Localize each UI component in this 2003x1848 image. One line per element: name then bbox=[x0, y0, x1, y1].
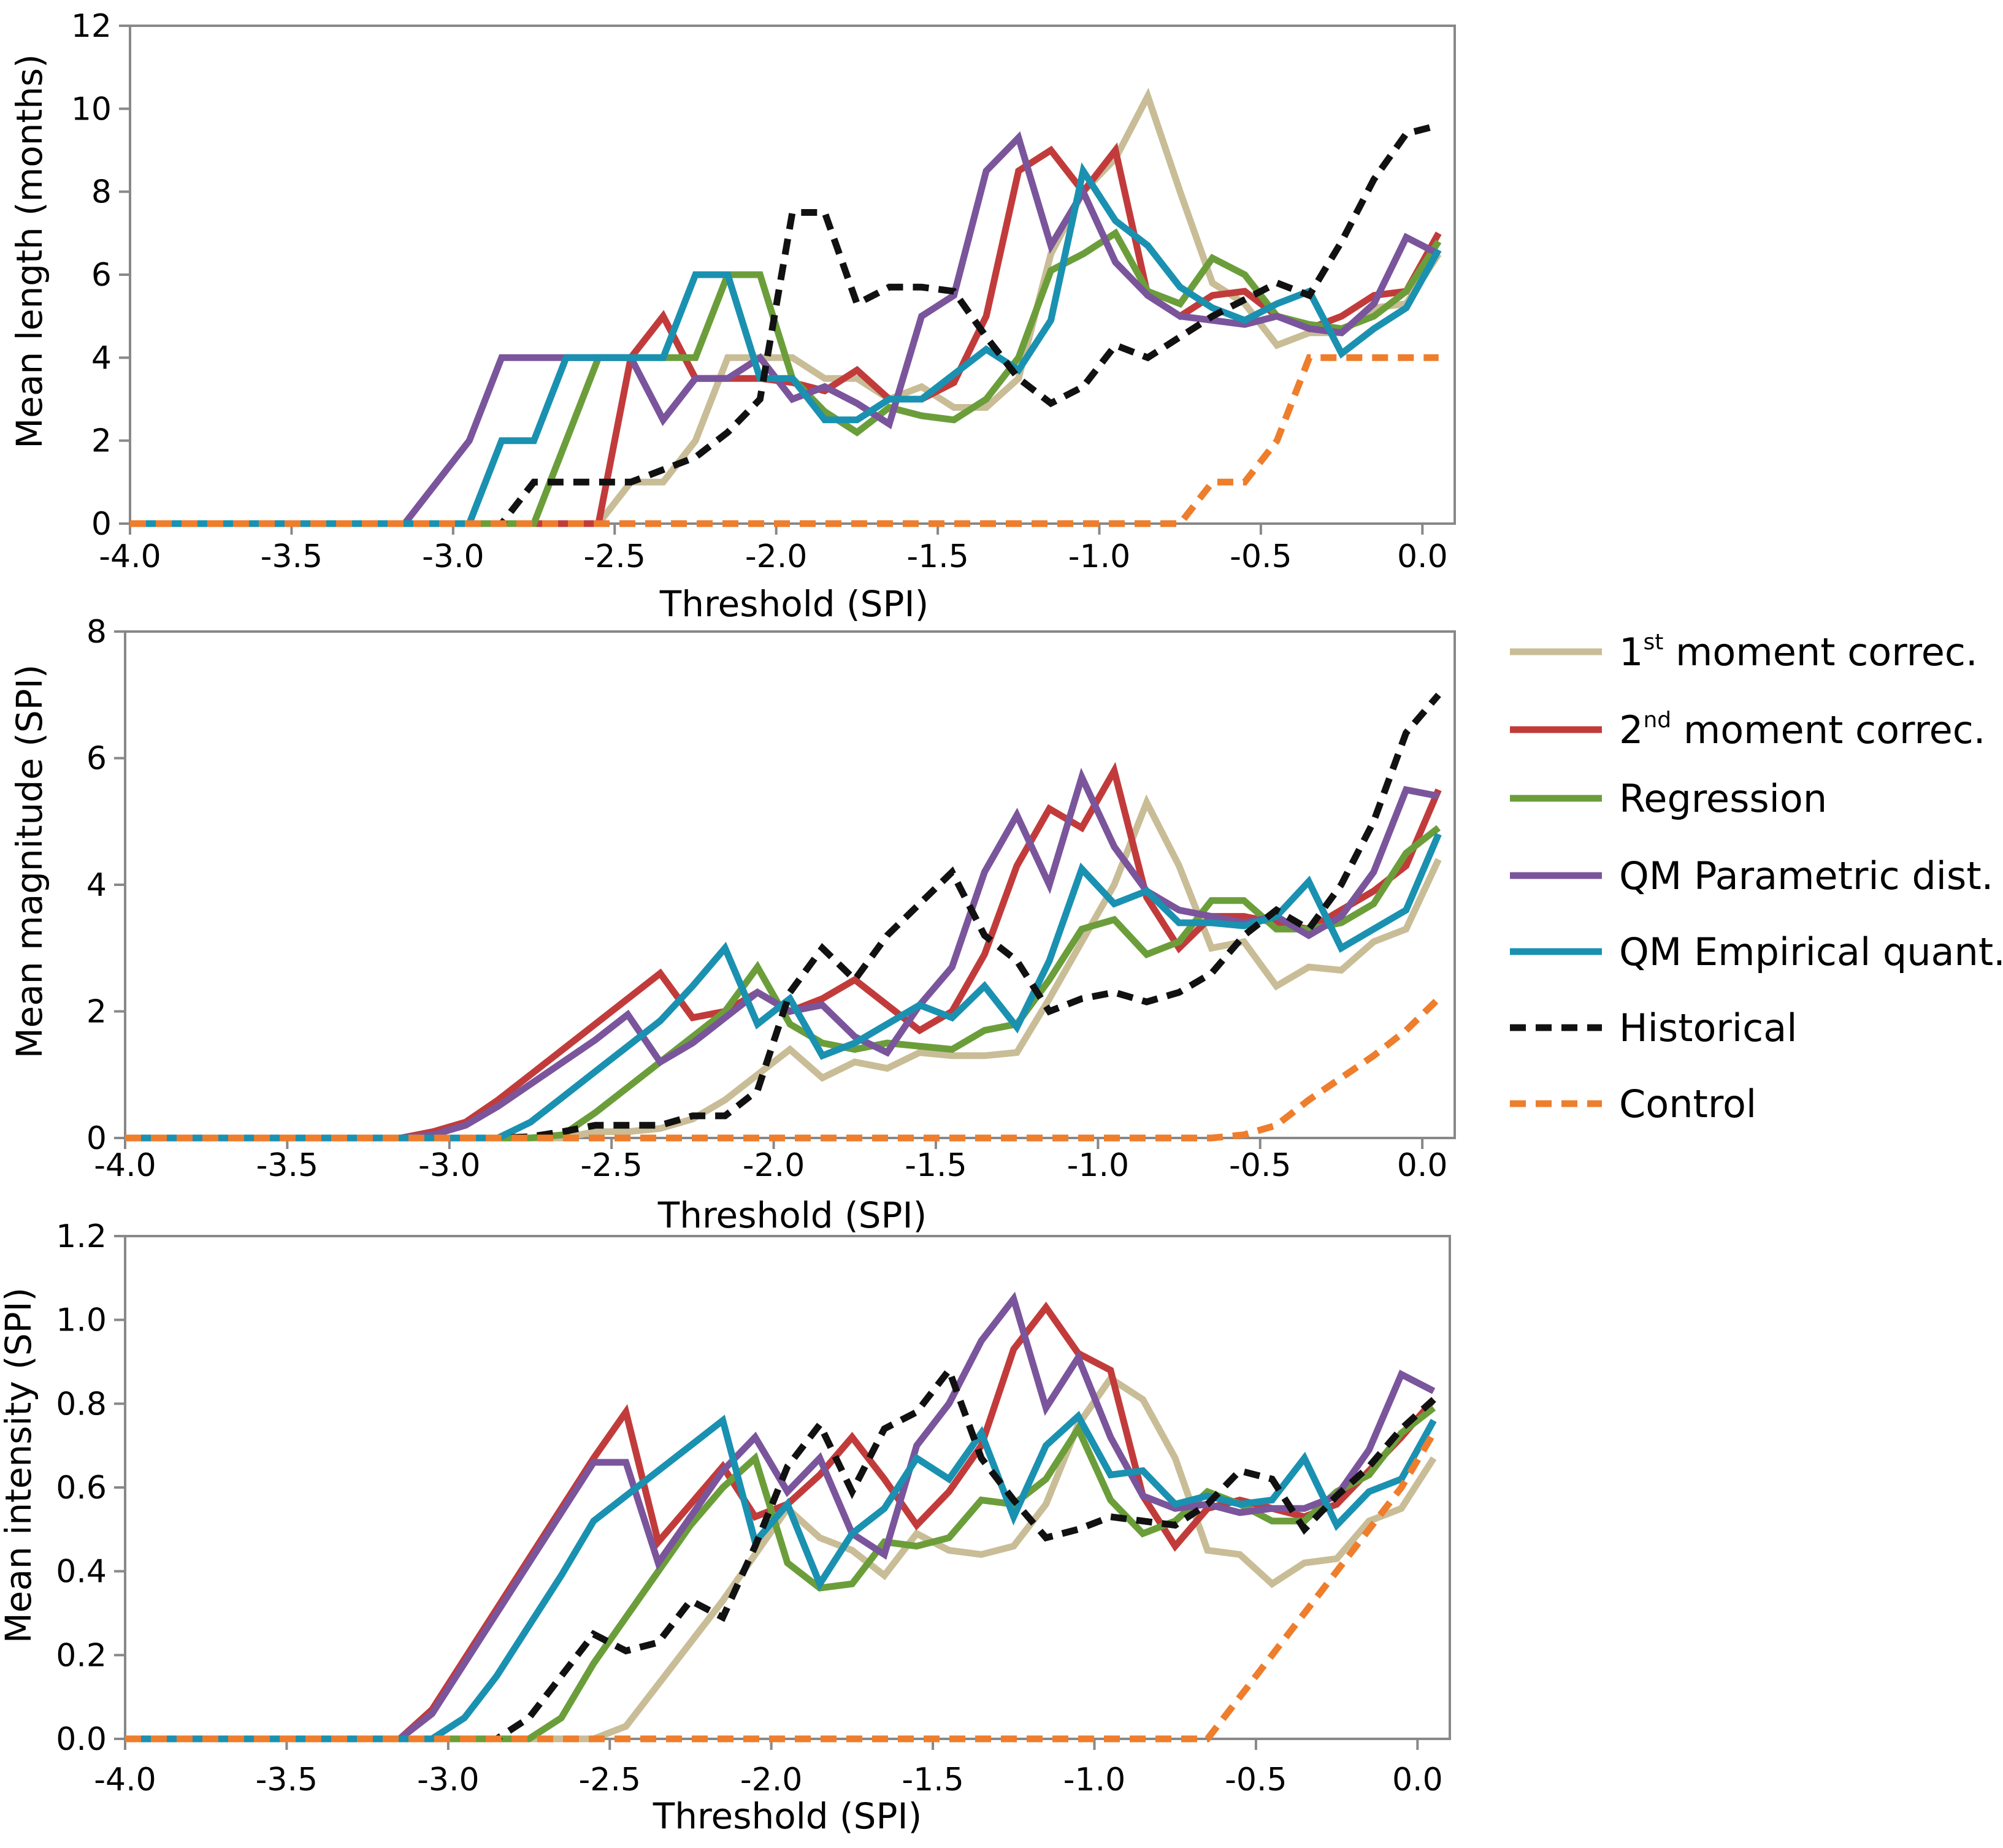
legend-label: 2nd moment correc. bbox=[1619, 708, 1986, 752]
panel-length-xlabel: Threshold (SPI) bbox=[659, 583, 929, 625]
x-tick-label: -4.0 bbox=[99, 538, 161, 575]
legend-label: QM Empirical quant. bbox=[1619, 930, 2003, 974]
y-tick-label: 10 bbox=[71, 91, 112, 128]
legend-item-first-moment: 1st moment correc. bbox=[1510, 630, 1978, 674]
y-tick-label: 0.0 bbox=[56, 1721, 107, 1758]
x-tick-label: -1.5 bbox=[906, 538, 968, 575]
series-line-qm-empirical bbox=[130, 162, 1442, 527]
y-tick-label: 0 bbox=[91, 506, 112, 543]
x-tick-label: -2.5 bbox=[579, 1762, 641, 1798]
x-tick-label: -3.5 bbox=[256, 1762, 318, 1798]
legend-item-qm-empirical: QM Empirical quant. bbox=[1510, 930, 2003, 974]
series-line-regression bbox=[125, 1405, 1436, 1743]
x-tick-label: -1.5 bbox=[902, 1762, 963, 1798]
y-tick-label: 4 bbox=[91, 340, 112, 376]
series-line-qm-parametric bbox=[130, 131, 1441, 527]
y-tick-label: 0.4 bbox=[56, 1554, 107, 1590]
y-tick-label: 1.2 bbox=[56, 1218, 107, 1255]
x-tick-label: -2.0 bbox=[745, 538, 807, 575]
legend: 1st moment correc. 2nd moment correc. Regr… bbox=[1510, 630, 2003, 1126]
mean-magnitude-panel: Mean magnitude (SPI) Threshold (SPI) -4.… bbox=[9, 614, 1456, 1236]
y-tick-label: 0.6 bbox=[56, 1470, 107, 1506]
x-tick-label: -4.0 bbox=[94, 1147, 156, 1184]
series-line-control bbox=[125, 996, 1441, 1142]
x-tick-label: -2.5 bbox=[580, 1147, 642, 1184]
panel-intensity-xlabel: Threshold (SPI) bbox=[653, 1795, 922, 1837]
y-tick-label: 1.0 bbox=[56, 1302, 107, 1339]
x-tick-label: -0.5 bbox=[1230, 538, 1292, 575]
mean-length-panel: Mean length (months) Threshold (SPI) -4.… bbox=[9, 8, 1456, 625]
legend-label: 1st moment correc. bbox=[1619, 630, 1978, 674]
x-tick-label: -0.5 bbox=[1225, 1762, 1287, 1798]
x-tick-label: 0.0 bbox=[1392, 1762, 1443, 1798]
y-tick-label: 2 bbox=[86, 994, 107, 1031]
x-tick-label: -1.0 bbox=[1068, 538, 1130, 575]
x-tick-label: 0.0 bbox=[1397, 538, 1448, 575]
y-tick-label: 12 bbox=[71, 8, 112, 45]
y-tick-label: 6 bbox=[86, 741, 107, 777]
panel-intensity-ylabel: Mean intensity (SPI) bbox=[0, 1288, 39, 1644]
legend-item-control: Control bbox=[1510, 1082, 1756, 1126]
plot-frame bbox=[124, 630, 1456, 1139]
legend-item-second-moment: 2nd moment correc. bbox=[1510, 708, 1986, 752]
legend-label: QM Parametric dist. bbox=[1619, 853, 1993, 898]
x-tick-label: -3.5 bbox=[256, 1147, 318, 1184]
series-line-second-moment bbox=[125, 762, 1442, 1142]
panel-magnitude-xlabel: Threshold (SPI) bbox=[657, 1194, 927, 1236]
x-tick-label: -1.0 bbox=[1063, 1762, 1125, 1798]
legend-label: Regression bbox=[1619, 776, 1827, 821]
y-tick-label: 6 bbox=[91, 257, 112, 294]
y-tick-label: 4 bbox=[86, 867, 107, 904]
mean-intensity-panel: Mean intensity (SPI) Threshold (SPI) -4.… bbox=[0, 1218, 1451, 1837]
y-tick-label: 0 bbox=[86, 1120, 107, 1157]
x-tick-label: -3.0 bbox=[417, 1762, 479, 1798]
panel-magnitude-ylabel: Mean magnitude (SPI) bbox=[9, 665, 50, 1059]
x-tick-label: -1.0 bbox=[1067, 1147, 1129, 1184]
legend-label: Control bbox=[1619, 1082, 1756, 1126]
panel-length-ylabel: Mean length (months) bbox=[9, 54, 50, 449]
x-tick-label: -1.5 bbox=[905, 1147, 967, 1184]
series-line-qm-empirical bbox=[125, 833, 1442, 1142]
series-line-qm-empirical bbox=[125, 1411, 1437, 1743]
x-tick-label: -0.5 bbox=[1229, 1147, 1291, 1184]
x-tick-label: 0.0 bbox=[1397, 1147, 1448, 1184]
series-line-second-moment bbox=[130, 142, 1442, 527]
series-line-control bbox=[130, 354, 1439, 527]
series-line-first-moment bbox=[125, 794, 1442, 1142]
legend-label: Historical bbox=[1619, 1006, 1797, 1050]
x-tick-label: -2.5 bbox=[584, 538, 646, 575]
x-tick-label: -3.5 bbox=[261, 538, 323, 575]
legend-item-qm-parametric: QM Parametric dist. bbox=[1510, 853, 1993, 898]
y-tick-label: 0.2 bbox=[56, 1637, 107, 1674]
x-tick-label: -2.0 bbox=[740, 1762, 802, 1798]
x-tick-label: -3.0 bbox=[418, 1147, 480, 1184]
y-tick-label: 8 bbox=[91, 174, 112, 211]
series-line-historical bbox=[125, 1363, 1436, 1743]
y-tick-label: 8 bbox=[86, 614, 107, 651]
x-tick-label: -2.0 bbox=[743, 1147, 805, 1184]
series-line-qm-parametric bbox=[125, 768, 1439, 1142]
plot-frame bbox=[129, 25, 1456, 525]
series-line-first-moment bbox=[130, 88, 1442, 527]
legend-item-historical: Historical bbox=[1510, 1006, 1797, 1050]
x-tick-label: -4.0 bbox=[94, 1762, 156, 1798]
y-tick-label: 0.8 bbox=[56, 1386, 107, 1422]
series-line-first-moment bbox=[125, 1373, 1437, 1743]
series-line-regression bbox=[125, 825, 1441, 1142]
legend-item-regression: Regression bbox=[1510, 776, 1827, 821]
x-tick-label: -3.0 bbox=[422, 538, 484, 575]
y-tick-label: 2 bbox=[91, 423, 112, 460]
